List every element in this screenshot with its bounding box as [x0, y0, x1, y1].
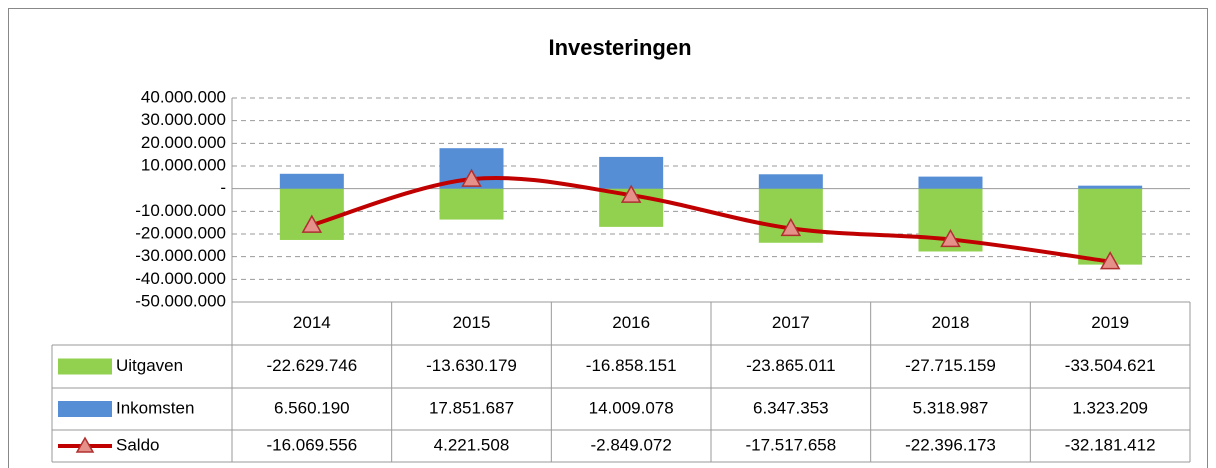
table-cell: 4.221.508: [434, 435, 510, 454]
y-tick-label: 30.000.000: [141, 110, 226, 129]
x-tick-label: 2019: [1091, 313, 1129, 332]
y-tick-label: -20.000.000: [135, 223, 226, 242]
y-tick-label: -30.000.000: [135, 246, 226, 265]
table-cell: -33.504.621: [1065, 356, 1156, 375]
legend-swatch: [75, 436, 95, 453]
marker: [1099, 251, 1121, 270]
x-tick-label: 2015: [453, 313, 491, 332]
x-tick-label: 2018: [932, 313, 970, 332]
table-cell: -22.629.746: [266, 356, 357, 375]
y-tick-label: 20.000.000: [141, 133, 226, 152]
table-cell: 6.347.353: [753, 398, 829, 417]
table-cell: -16.069.556: [266, 435, 357, 454]
line: [311, 175, 1111, 264]
table-cell: -22.396.173: [905, 435, 996, 454]
table-cell: -16.858.151: [586, 356, 677, 375]
marker: [780, 217, 802, 237]
marker: [620, 184, 642, 203]
legend-swatch: [58, 401, 112, 417]
table-cell: 5.318.987: [913, 398, 989, 417]
table-cell: -13.630.179: [426, 356, 517, 375]
y-tick-label: 10.000.000: [141, 155, 226, 174]
x-tick-label: 2014: [293, 313, 331, 332]
bar: [758, 174, 823, 189]
y-tick-label: -: [220, 178, 226, 197]
table-cell: -23.865.011: [746, 356, 835, 375]
table-cell: -27.715.159: [905, 356, 996, 375]
table-cell: 6.560.190: [274, 398, 350, 417]
legend-label: Inkomsten: [116, 398, 194, 417]
x-tick-label: 2017: [772, 313, 810, 332]
table-cell: 1.323.209: [1072, 398, 1148, 417]
table-cell: -17.517.658: [745, 435, 836, 454]
y-tick-label: -50.000.000: [135, 291, 226, 310]
chart-title: Investeringen: [548, 35, 691, 60]
bar: [599, 156, 664, 189]
y-tick-label: -40.000.000: [135, 269, 226, 288]
bar: [918, 176, 983, 189]
bar: [279, 173, 344, 189]
legend-swatch: [58, 358, 112, 375]
marker: [301, 214, 323, 233]
bar: [439, 188, 504, 220]
table-cell: -32.181.412: [1065, 435, 1156, 454]
table-cell: 14.009.078: [589, 398, 674, 417]
table-cell: 17.851.687: [429, 398, 514, 417]
table-cell: -2.849.072: [591, 435, 672, 454]
y-tick-label: 40.000.000: [141, 87, 226, 106]
x-tick-label: 2016: [612, 313, 650, 332]
legend-label: Uitgaven: [116, 356, 183, 375]
chart-border: [8, 8, 1208, 468]
y-tick-label: -10.000.000: [135, 201, 226, 220]
marker: [461, 168, 482, 187]
legend-label: Saldo: [116, 435, 159, 454]
bar: [1078, 185, 1143, 189]
marker: [940, 228, 961, 248]
